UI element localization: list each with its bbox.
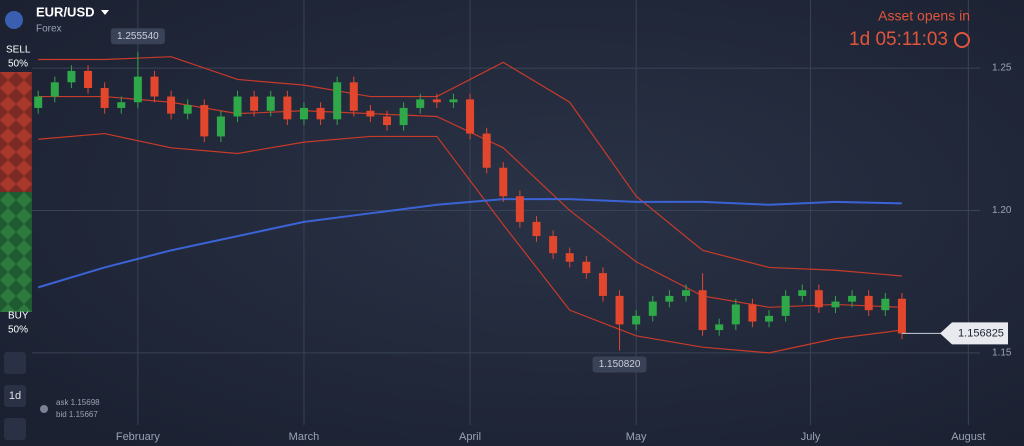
candle-body (598, 273, 607, 296)
candle-body (399, 107, 408, 126)
candle-body (831, 301, 840, 308)
candle-body (233, 96, 242, 117)
sentiment-bar: SELL 50% BUY 50% (0, 45, 32, 336)
extreme-label: 1.150820 (599, 359, 641, 370)
indicator-button[interactable] (4, 352, 26, 374)
help-icon[interactable] (40, 405, 48, 413)
candle-body (482, 133, 491, 168)
y-tick-label: 1.15 (992, 348, 1012, 359)
candle-body (731, 304, 740, 325)
drawing-button[interactable] (4, 418, 26, 440)
sell-label: SELL (6, 45, 31, 56)
candle-body (897, 298, 906, 334)
candle-body (715, 324, 724, 331)
sell-bar (0, 72, 32, 192)
x-tick-label: April (459, 431, 481, 443)
candle-body (333, 82, 342, 120)
current-price: 1.156825 (958, 327, 1004, 339)
x-tick-label: August (951, 431, 985, 443)
candle-body (765, 315, 774, 322)
candle-body (299, 107, 308, 120)
candle-body (648, 301, 657, 316)
plot: 1.15 1.20 1.25 February March April May July Aug… (32, 0, 1012, 443)
period-button[interactable] (4, 385, 26, 407)
candle-body (167, 96, 176, 114)
candle-body (34, 96, 43, 108)
candle-body (881, 298, 890, 311)
candle-body (864, 295, 873, 311)
candle-body (150, 76, 159, 97)
buy-label: BUY (8, 311, 29, 322)
candle-body (50, 82, 59, 97)
candle-body (615, 295, 624, 325)
buy-bar (0, 192, 32, 312)
candle-body (681, 290, 690, 296)
candle-body (266, 96, 275, 111)
candle-body (432, 99, 441, 103)
x-tick-label: July (801, 431, 821, 443)
y-tick-label: 1.20 (992, 205, 1012, 216)
candle-body (848, 295, 857, 302)
candle-body (100, 88, 109, 108)
sell-percent: 50% (8, 59, 28, 70)
extreme-label-box (592, 356, 647, 373)
asset-name[interactable]: EUR/USD (36, 4, 95, 19)
buy-percent: 50% (8, 325, 28, 336)
candle-body (565, 253, 574, 262)
opens-title: Asset opens in (878, 8, 970, 24)
candle-body (67, 70, 76, 83)
candle-body (532, 221, 541, 237)
candle-body (117, 102, 126, 108)
y-tick-label: 1.25 (992, 63, 1012, 74)
candle-body (466, 99, 475, 134)
x-tick-label: February (116, 431, 161, 443)
candle-body (499, 167, 508, 197)
period[interactable]: 1d (9, 390, 21, 402)
x-tick-label: May (626, 431, 647, 443)
candle-body (449, 99, 458, 103)
candle-body (698, 290, 707, 331)
candle-body (748, 304, 757, 322)
candle-body (416, 99, 425, 108)
candle-body (84, 70, 93, 89)
bid: bid 1.15667 (56, 410, 98, 419)
candle-body (781, 295, 790, 316)
candle-body (200, 105, 209, 137)
countdown: 1d 05:11:03 (849, 29, 948, 50)
candle-body (383, 116, 392, 126)
indicator-line (38, 132, 902, 354)
candle-body (349, 82, 358, 111)
candle-body (216, 116, 225, 137)
extreme-label-box (110, 28, 165, 45)
current-price-tag (940, 322, 1008, 345)
flag-icon (5, 11, 23, 29)
x-tick-label: March (289, 431, 320, 443)
candle-body (515, 196, 524, 222)
timer-icon (954, 32, 970, 48)
dropdown-arrow[interactable] (101, 10, 109, 15)
candle-body (283, 96, 292, 120)
candle-body (814, 290, 823, 308)
candle-body (632, 315, 641, 325)
candle-body (582, 261, 591, 274)
indicator-line (37, 198, 902, 289)
extreme-label: 1.255540 (117, 31, 159, 42)
indicator-line (38, 56, 902, 277)
candle-body (183, 105, 192, 114)
candle-body (798, 290, 807, 296)
candle-body (316, 107, 325, 120)
ask: ask 1.15698 (56, 398, 100, 407)
candle-body (366, 110, 375, 117)
market: Forex (36, 24, 62, 35)
candle-body (250, 96, 259, 111)
candle-body (549, 236, 558, 254)
candle-body (665, 295, 674, 302)
candle-body (133, 76, 142, 103)
